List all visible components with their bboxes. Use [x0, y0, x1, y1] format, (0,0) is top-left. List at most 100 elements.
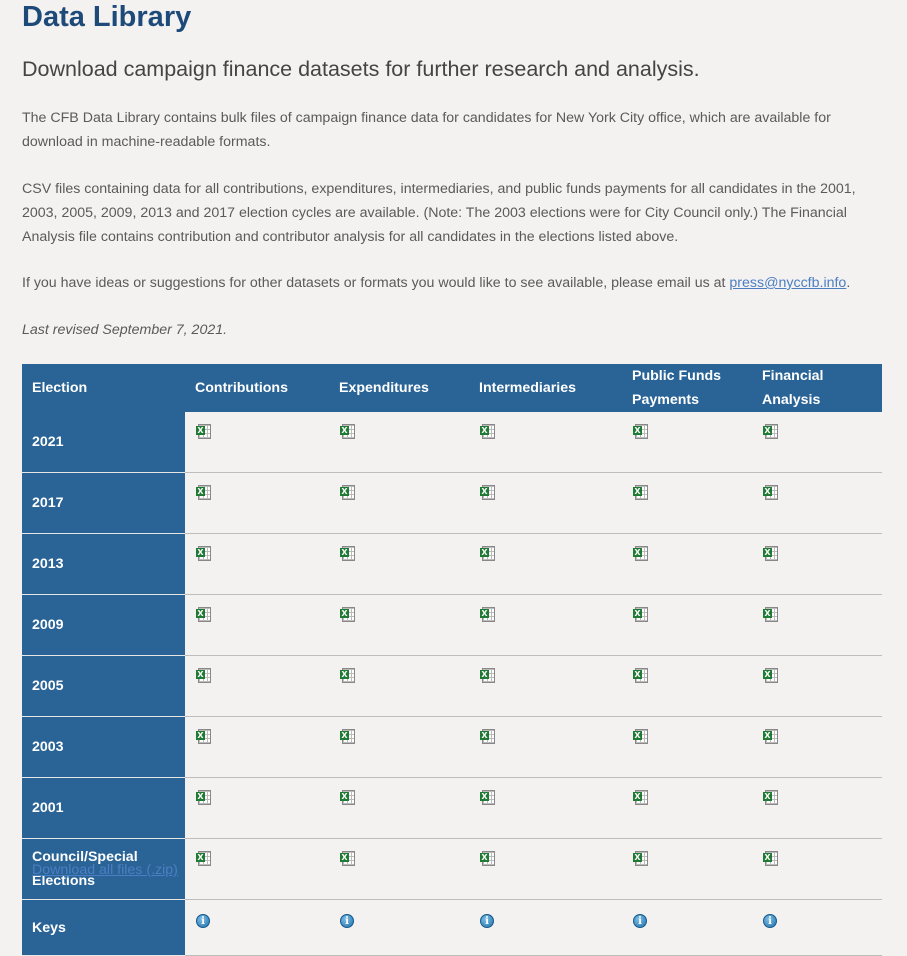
excel-file-icon[interactable]: X [196, 790, 212, 806]
table-row: 2017 X X X X X [22, 472, 882, 534]
email-link[interactable]: press@nyccfb.info [729, 275, 847, 291]
download-cell: X [329, 594, 469, 656]
download-cell: X [469, 655, 622, 717]
excel-file-icon[interactable]: X [196, 424, 212, 440]
download-cell: X [469, 533, 622, 595]
excel-file-icon[interactable]: X [196, 668, 212, 684]
info-icon[interactable]: i [763, 914, 777, 928]
key-cell: i [622, 899, 752, 956]
download-cell: X [185, 838, 329, 900]
excel-file-icon[interactable]: X [480, 607, 496, 623]
excel-file-icon[interactable]: X [763, 851, 779, 867]
download-cell: X [752, 716, 882, 778]
download-cell: X [185, 716, 329, 778]
info-icon[interactable]: i [480, 914, 494, 928]
excel-file-icon[interactable]: X [480, 546, 496, 562]
excel-file-icon[interactable]: X [196, 607, 212, 623]
excel-file-icon[interactable]: X [340, 668, 356, 684]
column-header: Intermediaries [469, 364, 622, 412]
last-revised: Last revised September 7, 2021. [22, 322, 228, 338]
excel-file-icon[interactable]: X [633, 729, 649, 745]
download-cell: X [329, 412, 469, 473]
info-icon[interactable]: i [340, 914, 354, 928]
excel-file-icon[interactable]: X [340, 546, 356, 562]
excel-file-icon[interactable]: X [340, 607, 356, 623]
key-cell: i [185, 899, 329, 956]
excel-file-icon[interactable]: X [340, 851, 356, 867]
excel-file-icon[interactable]: X [340, 485, 356, 501]
excel-file-icon[interactable]: X [340, 729, 356, 745]
excel-file-icon[interactable]: X [480, 729, 496, 745]
download-cell: X [329, 838, 469, 900]
excel-file-icon[interactable]: X [633, 546, 649, 562]
download-cell: X [622, 838, 752, 900]
download-cell: X [469, 412, 622, 473]
excel-file-icon[interactable]: X [763, 668, 779, 684]
table-row: 2003 X X X X X [22, 716, 882, 778]
column-header: Election [22, 364, 185, 412]
download-cell: X [752, 655, 882, 717]
excel-file-icon[interactable]: X [196, 485, 212, 501]
download-cell: X [469, 838, 622, 900]
page-subtitle: Download campaign finance datasets for f… [22, 57, 700, 81]
page-title: Data Library [22, 1, 192, 33]
table-row: 2021 X X X X X [22, 412, 882, 473]
excel-file-icon[interactable]: X [480, 668, 496, 684]
row-header: 2017 [22, 472, 185, 534]
excel-file-icon[interactable]: X [340, 790, 356, 806]
excel-file-icon[interactable]: X [196, 729, 212, 745]
keys-row: Keys i i i i i [22, 899, 882, 956]
download-cell: X [752, 412, 882, 473]
excel-file-icon[interactable]: X [480, 424, 496, 440]
column-header: Financial Analysis [752, 364, 882, 412]
key-cell: i [329, 899, 469, 956]
download-cell: X [622, 412, 752, 473]
download-cell: X [622, 655, 752, 717]
excel-file-icon[interactable]: X [633, 851, 649, 867]
download-cell: X [622, 716, 752, 778]
column-header: Contributions [185, 364, 329, 412]
excel-file-icon[interactable]: X [480, 485, 496, 501]
download-cell: X [469, 594, 622, 656]
download-all-link[interactable]: Download all files (.zip) [32, 862, 178, 878]
intro-paragraph: The CFB Data Library contains bulk files… [22, 110, 831, 150]
excel-file-icon[interactable]: X [633, 607, 649, 623]
excel-file-icon[interactable]: X [633, 790, 649, 806]
column-header: Public Funds Payments [622, 364, 752, 412]
excel-file-icon[interactable]: X [633, 485, 649, 501]
excel-file-icon[interactable]: X [763, 607, 779, 623]
row-header: 2013 [22, 533, 185, 595]
download-cell: X [329, 533, 469, 595]
excel-file-icon[interactable]: X [633, 668, 649, 684]
download-cell: X [329, 716, 469, 778]
download-cell: X [622, 777, 752, 839]
excel-file-icon[interactable]: X [480, 790, 496, 806]
download-cell: X [185, 777, 329, 839]
download-cell: X [329, 655, 469, 717]
download-cell: X [469, 777, 622, 839]
download-cell: X [185, 655, 329, 717]
download-cell: X [622, 472, 752, 534]
info-icon[interactable]: i [196, 914, 210, 928]
info-icon[interactable]: i [633, 914, 647, 928]
excel-file-icon[interactable]: X [633, 424, 649, 440]
excel-file-icon[interactable]: X [340, 424, 356, 440]
excel-file-icon[interactable]: X [196, 851, 212, 867]
download-cell: X [469, 472, 622, 534]
download-cell: X [185, 594, 329, 656]
download-cell: X [752, 594, 882, 656]
excel-file-icon[interactable]: X [763, 546, 779, 562]
row-header: 2001 [22, 777, 185, 839]
excel-file-icon[interactable]: X [763, 485, 779, 501]
excel-file-icon[interactable]: X [763, 790, 779, 806]
row-header: 2005 [22, 655, 185, 717]
excel-file-icon[interactable]: X [480, 851, 496, 867]
download-cell: X [622, 533, 752, 595]
download-cell: X [329, 472, 469, 534]
key-cell: i [752, 899, 882, 956]
suggestions-text: If you have ideas or suggestions for oth… [22, 275, 730, 291]
excel-file-icon[interactable]: X [763, 424, 779, 440]
excel-file-icon[interactable]: X [763, 729, 779, 745]
key-cell: i [469, 899, 622, 956]
excel-file-icon[interactable]: X [196, 546, 212, 562]
